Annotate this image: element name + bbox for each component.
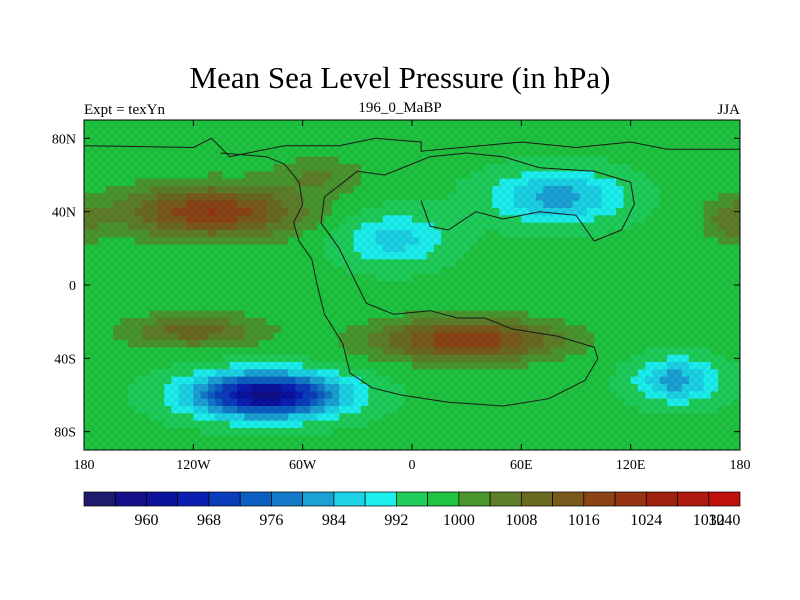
colorbar-label: 1008 bbox=[505, 512, 537, 529]
colorbar-swatch bbox=[708, 491, 741, 507]
season-label: JJA bbox=[717, 102, 740, 118]
time-label: 196_0_MaBP bbox=[358, 100, 442, 116]
colorbar-swatch bbox=[645, 491, 678, 507]
colorbar-swatch bbox=[458, 491, 491, 507]
x-tick-label: 60W bbox=[289, 458, 317, 473]
colorbar-swatch bbox=[177, 491, 210, 507]
x-axis: 180 120W 60W 0 60E 120E 180 bbox=[74, 120, 751, 473]
x-tick-label: 60E bbox=[510, 458, 533, 473]
x-tick-label: 0 bbox=[409, 458, 416, 473]
colorbar-swatch bbox=[614, 491, 647, 507]
colorbar-swatch bbox=[239, 491, 272, 507]
colorbar-swatch bbox=[489, 491, 522, 507]
x-tick-label: 120W bbox=[176, 458, 211, 473]
colorbar-label: 1024 bbox=[630, 512, 662, 529]
colorbar-label: 984 bbox=[322, 512, 346, 529]
map-title: Mean Sea Level Pressure (in hPa) bbox=[189, 60, 611, 95]
colorbar-swatch bbox=[333, 491, 366, 507]
y-tick-label: 40S bbox=[54, 352, 76, 367]
x-tick-label: 120E bbox=[616, 458, 646, 473]
colorbar-swatch bbox=[302, 491, 335, 507]
experiment-label: Expt = texYn bbox=[84, 102, 165, 118]
colorbar-swatch bbox=[396, 491, 428, 507]
colorbar-swatch bbox=[271, 491, 304, 507]
colorbar-swatch bbox=[146, 491, 179, 507]
coastline bbox=[84, 137, 740, 407]
colorbar-swatch bbox=[364, 491, 397, 507]
y-tick-label: 0 bbox=[69, 279, 76, 294]
colorbar-label: 1032 bbox=[693, 512, 725, 529]
colorbar-label: 1016 bbox=[568, 512, 600, 529]
colorbar-label: 992 bbox=[384, 512, 408, 529]
colorbar-label: 1040 bbox=[708, 512, 740, 529]
x-tick-label: 180 bbox=[74, 458, 95, 473]
colorbar-label: 960 bbox=[134, 512, 158, 529]
colorbar-swatch bbox=[677, 491, 710, 507]
colorbar-swatch bbox=[114, 491, 147, 507]
y-axis: 80N 40N 0 40S 80S bbox=[52, 132, 740, 441]
y-tick-label: 80S bbox=[54, 426, 76, 441]
colorbar-swatch bbox=[208, 491, 241, 507]
y-tick-label: 40N bbox=[52, 206, 76, 221]
y-tick-label: 80N bbox=[52, 132, 76, 147]
colorbar-label: 1000 bbox=[443, 512, 475, 529]
hatch-overlay bbox=[84, 120, 740, 450]
colorbar-swatch bbox=[520, 491, 553, 507]
colorbar-label: 968 bbox=[197, 512, 221, 529]
colorbar-swatch bbox=[583, 491, 616, 507]
colorbar-swatch bbox=[427, 491, 460, 507]
colorbar-label: 976 bbox=[259, 512, 283, 529]
x-tick-label: 180 bbox=[730, 458, 751, 473]
colorbar-swatch bbox=[552, 491, 585, 507]
colorbar-swatch bbox=[83, 491, 116, 507]
